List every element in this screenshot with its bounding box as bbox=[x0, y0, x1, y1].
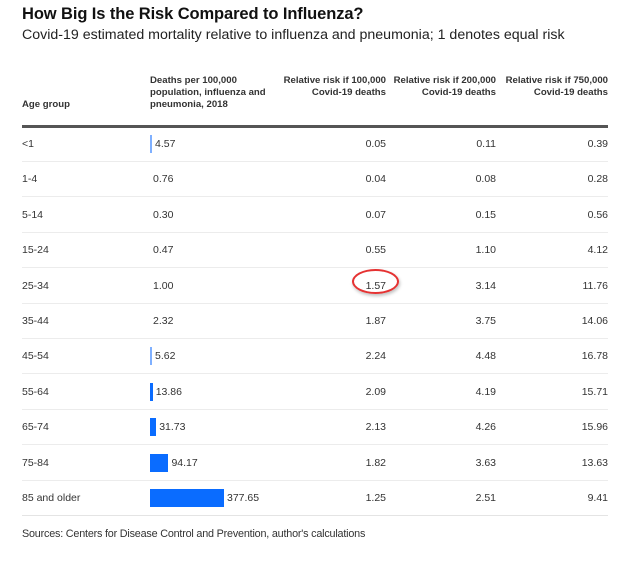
table-row: 65-74 31.73 2.13 4.26 15.96 bbox=[22, 410, 608, 446]
deaths-cell: 0.47 bbox=[150, 241, 280, 259]
table-row: <1 4.57 0.05 0.11 0.39 bbox=[22, 127, 608, 162]
risk-750k-cell: 15.96 bbox=[581, 421, 608, 434]
age-group-cell: 35-44 bbox=[22, 315, 49, 327]
risk-750k-cell: 11.76 bbox=[582, 279, 609, 292]
risk-200k-cell: 4.48 bbox=[475, 350, 496, 363]
header-rule bbox=[22, 125, 608, 128]
deaths-cell: 0.30 bbox=[150, 206, 280, 224]
deaths-cell: 0.76 bbox=[150, 170, 280, 188]
risk-750k-cell: 0.56 bbox=[587, 208, 608, 221]
age-group-cell: 75-84 bbox=[22, 456, 49, 469]
risk-750k-cell: 13.63 bbox=[581, 456, 608, 469]
source-note: Sources: Centers for Disease Control and… bbox=[22, 528, 366, 540]
deaths-value-label: 4.57 bbox=[155, 138, 176, 150]
risk-200k-cell: 3.14 bbox=[475, 279, 496, 292]
age-group-cell: 1-4 bbox=[22, 173, 38, 186]
age-group-cell: 45-54 bbox=[22, 350, 49, 363]
column-header-deaths: Deaths per 100,000 population, influenza… bbox=[150, 75, 266, 110]
deaths-bar bbox=[150, 135, 152, 153]
deaths-cell: 31.73 bbox=[150, 418, 280, 437]
risk-200k-cell: 3.63 bbox=[475, 456, 496, 469]
deaths-bar bbox=[150, 382, 153, 401]
age-group-cell: <1 bbox=[22, 138, 34, 150]
risk-100k-cell: 1.82 bbox=[365, 456, 386, 469]
chart-title: How Big Is the Risk Compared to Influenz… bbox=[22, 5, 364, 23]
risk-100k-cell: 1.25 bbox=[365, 492, 386, 504]
risk-100k-cell: 2.09 bbox=[365, 385, 386, 398]
risk-200k-cell: 4.26 bbox=[475, 421, 496, 434]
deaths-cell: 377.65 bbox=[150, 489, 280, 507]
risk-200k-cell: 3.75 bbox=[475, 315, 496, 327]
deaths-value-label: 5.62 bbox=[155, 350, 176, 363]
deaths-cell: 5.62 bbox=[150, 347, 280, 366]
table-row: 5-14 0.30 0.07 0.15 0.56 bbox=[22, 198, 608, 233]
deaths-bar bbox=[150, 489, 224, 507]
table-row: 1-4 0.76 0.04 0.08 0.28 bbox=[22, 162, 608, 198]
risk-750k-cell: 16.78 bbox=[581, 350, 608, 363]
deaths-value-label: 0.47 bbox=[153, 244, 174, 257]
deaths-bar bbox=[150, 418, 157, 437]
risk-200k-cell: 0.08 bbox=[475, 173, 496, 186]
table-row: 25-34 1.00 1.57 3.14 11.76 bbox=[22, 269, 608, 304]
deaths-value-label: 31.73 bbox=[159, 421, 186, 434]
age-group-cell: 15-24 bbox=[22, 244, 49, 257]
risk-200k-cell: 0.11 bbox=[476, 138, 496, 150]
column-header-risk-100k: Relative risk if 100,000 Covid-19 deaths bbox=[283, 75, 386, 98]
deaths-cell: 13.86 bbox=[150, 382, 280, 401]
risk-200k-cell: 2.51 bbox=[475, 492, 496, 504]
risk-750k-cell: 0.39 bbox=[587, 138, 608, 150]
column-header-age: Age group bbox=[22, 99, 70, 110]
risk-200k-cell: 1.10 bbox=[475, 244, 496, 257]
table-row: 45-54 5.62 2.24 4.48 16.78 bbox=[22, 339, 608, 375]
deaths-cell: 1.00 bbox=[150, 277, 280, 295]
risk-200k-cell: 4.19 bbox=[475, 385, 496, 398]
age-group-cell: 55-64 bbox=[22, 385, 49, 398]
risk-750k-cell: 14.06 bbox=[581, 315, 608, 327]
risk-100k-cell: 2.13 bbox=[365, 421, 386, 434]
deaths-cell: 94.17 bbox=[150, 453, 280, 472]
deaths-bar bbox=[150, 347, 152, 366]
column-header-risk-200k: Relative risk if 200,000 Covid-19 deaths bbox=[393, 75, 496, 98]
deaths-cell: 2.32 bbox=[150, 312, 280, 330]
age-group-cell: 5-14 bbox=[22, 208, 44, 221]
deaths-value-label: 0.76 bbox=[153, 173, 174, 186]
table-row: 85 and older 377.65 1.25 2.51 9.41 bbox=[22, 481, 608, 516]
risk-200k-cell: 0.15 bbox=[475, 208, 496, 221]
risk-100k-cell: 0.04 bbox=[365, 173, 386, 186]
risk-750k-cell: 9.41 bbox=[587, 492, 608, 504]
table-row: 15-24 0.47 0.55 1.10 4.12 bbox=[22, 233, 608, 269]
deaths-value-label: 2.32 bbox=[153, 315, 174, 327]
table-row: 35-44 2.32 1.87 3.75 14.06 bbox=[22, 304, 608, 339]
deaths-value-label: 1.00 bbox=[153, 279, 174, 292]
table-row: 75-84 94.17 1.82 3.63 13.63 bbox=[22, 446, 608, 481]
table-row: 55-64 13.86 2.09 4.19 15.71 bbox=[22, 375, 608, 410]
deaths-value-label: 94.17 bbox=[171, 456, 198, 469]
risk-750k-cell: 0.28 bbox=[587, 173, 608, 186]
risk-750k-cell: 15.71 bbox=[581, 385, 608, 398]
age-group-cell: 65-74 bbox=[22, 421, 49, 434]
risk-100k-cell: 2.24 bbox=[365, 350, 386, 363]
deaths-value-label: 0.30 bbox=[153, 208, 174, 221]
deaths-bar bbox=[150, 453, 169, 472]
risk-100k-cell: 1.87 bbox=[365, 315, 386, 327]
chart-subtitle: Covid-19 estimated mortality relative to… bbox=[22, 27, 565, 43]
deaths-value-label: 377.65 bbox=[227, 492, 260, 504]
deaths-value-label: 13.86 bbox=[155, 385, 182, 398]
risk-100k-cell: 0.07 bbox=[365, 208, 386, 221]
risk-100k-cell: 1.57 bbox=[365, 279, 386, 292]
age-group-cell: 25-34 bbox=[22, 279, 49, 292]
risk-100k-cell: 0.05 bbox=[365, 138, 386, 150]
age-group-cell: 85 and older bbox=[22, 492, 81, 504]
risk-100k-cell: 0.55 bbox=[365, 244, 386, 257]
column-header-risk-750k: Relative risk if 750,000 Covid-19 deaths bbox=[505, 75, 608, 98]
risk-750k-cell: 4.12 bbox=[587, 244, 608, 257]
deaths-cell: 4.57 bbox=[150, 135, 280, 153]
